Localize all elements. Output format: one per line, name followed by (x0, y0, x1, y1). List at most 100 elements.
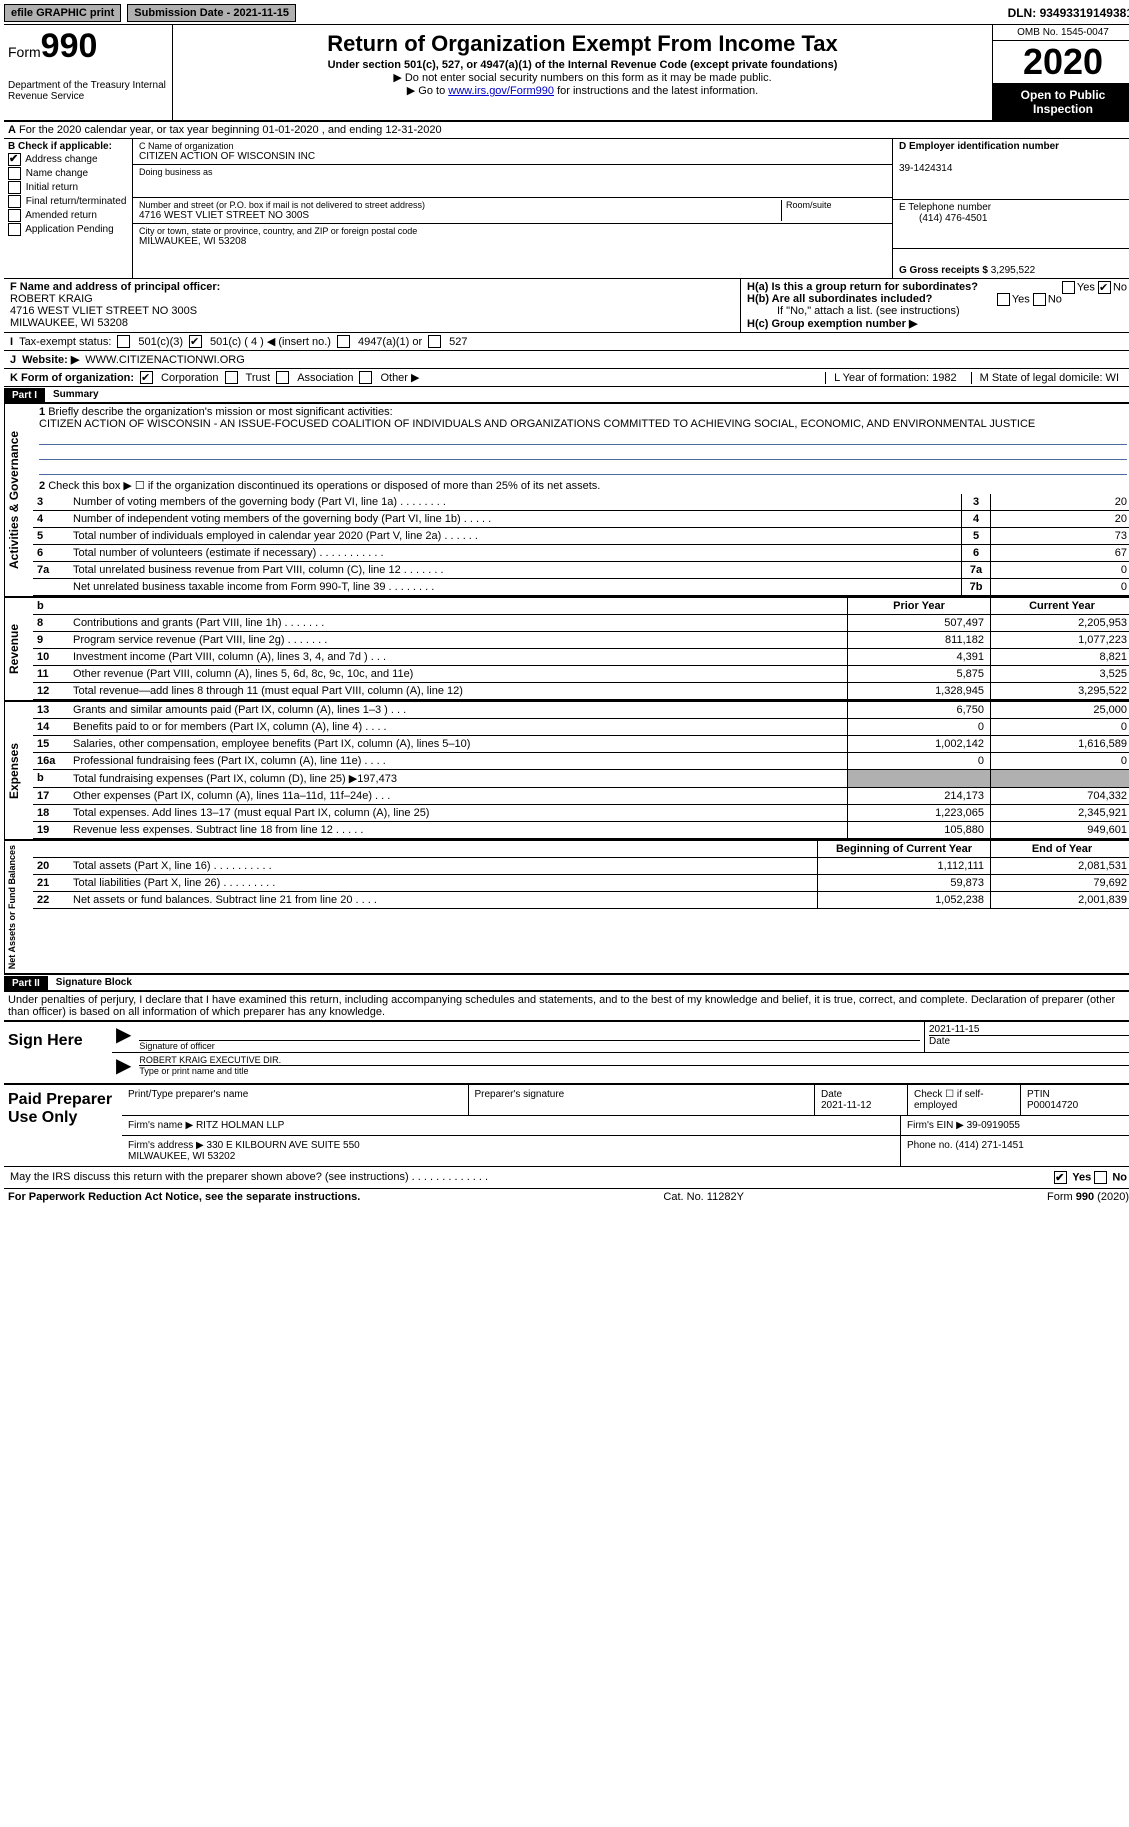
may-irs-row: May the IRS discuss this return with the… (4, 1166, 1129, 1188)
q1: 1 Briefly describe the organization's mi… (33, 404, 1129, 477)
line-desc: Total unrelated business revenue from Pa… (69, 562, 961, 578)
footer: For Paperwork Reduction Act Notice, see … (4, 1188, 1129, 1205)
sig-name: ROBERT KRAIG EXECUTIVE DIR. (139, 1055, 281, 1065)
line-desc: Total number of volunteers (estimate if … (69, 545, 961, 561)
firm-addr-box: Firm's address ▶ 330 E KILBOURN AVE SUIT… (122, 1136, 901, 1166)
chk-final[interactable] (8, 195, 21, 208)
room-lbl: Room/suite (786, 200, 886, 210)
section-governance: Activities & Governance 1 Briefly descri… (4, 404, 1129, 598)
org-name: CITIZEN ACTION OF WISCONSIN INC (139, 151, 886, 162)
exp-line: 19 Revenue less expenses. Subtract line … (33, 822, 1129, 839)
efile-button[interactable]: efile GRAPHIC print (4, 4, 121, 22)
line-num: 9 (33, 632, 69, 648)
line-box: 4 (961, 511, 990, 527)
line-desc: Number of independent voting members of … (69, 511, 961, 527)
gov-line: 6 Total number of volunteers (estimate i… (33, 545, 1129, 562)
may-yes[interactable] (1054, 1171, 1067, 1184)
k-corp[interactable] (140, 371, 153, 384)
net-line: 20 Total assets (Part X, line 16) . . . … (33, 858, 1129, 875)
part-ii-decl: Under penalties of perjury, I declare th… (4, 992, 1129, 1020)
net-content: Beginning of Current Year End of Year 20… (33, 841, 1129, 973)
curr-val: 3,295,522 (990, 683, 1129, 699)
k-other[interactable] (359, 371, 372, 384)
chk-name-change[interactable] (8, 167, 21, 180)
phone-box: Phone no. (414) 271-1451 (901, 1136, 1129, 1166)
line-num: 19 (33, 822, 69, 838)
rev-header: b Prior Year Current Year (33, 598, 1129, 615)
line-num: 15 (33, 736, 69, 752)
line-val: 67 (990, 545, 1129, 561)
i-opt-0: 501(c)(3) (138, 336, 183, 348)
footer-mid: Cat. No. 11282Y (360, 1191, 1047, 1203)
line-box: 5 (961, 528, 990, 544)
l-year: L Year of formation: 1982 (825, 372, 965, 384)
prep-row-3: Firm's address ▶ 330 E KILBOURN AVE SUIT… (122, 1136, 1129, 1166)
k-opt-2: Association (297, 372, 353, 384)
prior-val: 1,223,065 (847, 805, 990, 821)
exp-line: 15 Salaries, other compensation, employe… (33, 736, 1129, 753)
col-f: F Name and address of principal officer:… (4, 279, 741, 332)
net-line: 22 Net assets or fund balances. Subtract… (33, 892, 1129, 909)
chk-initial[interactable] (8, 181, 21, 194)
k-assoc[interactable] (276, 371, 289, 384)
i-opt-2: 4947(a)(1) or (358, 336, 422, 348)
gov-line: 3 Number of voting members of the govern… (33, 494, 1129, 511)
curr-val: 0 (990, 719, 1129, 735)
part-i-label: Part I (4, 388, 45, 403)
line-desc: Total number of individuals employed in … (69, 528, 961, 544)
k-trust[interactable] (225, 371, 238, 384)
opt-name: Name change (26, 168, 88, 179)
row-f-h: F Name and address of principal officer:… (4, 279, 1129, 333)
tel-box: E Telephone number (414) 476-4501 (893, 200, 1129, 249)
h-c: H(c) Group exemption number ▶ (747, 318, 917, 330)
street-box: Number and street (or P.O. box if mail i… (133, 198, 892, 224)
row-i: I Tax-exempt status: 501(c)(3) 501(c) ( … (4, 333, 1129, 351)
beg-val: 59,873 (817, 875, 990, 891)
beg-val: 1,052,238 (817, 892, 990, 908)
mission: CITIZEN ACTION OF WISCONSIN - AN ISSUE-F… (39, 418, 1035, 430)
gross-val: 3,295,522 (991, 265, 1036, 276)
street-lbl: Number and street (or P.O. box if mail i… (139, 200, 781, 210)
rev-line: 9 Program service revenue (Part VIII, li… (33, 632, 1129, 649)
chk-address-change[interactable] (8, 153, 21, 166)
firm-ein-lbl: Firm's EIN ▶ (907, 1120, 967, 1131)
ha-yes[interactable] (1062, 281, 1075, 294)
line-desc: Salaries, other compensation, employee b… (69, 736, 847, 752)
prior-val: 507,497 (847, 615, 990, 631)
beg-val: 1,112,111 (817, 858, 990, 874)
i-501c3[interactable] (117, 335, 130, 348)
header-mid: Return of Organization Exempt From Incom… (173, 25, 992, 120)
m-state: M State of legal domicile: WI (971, 372, 1127, 384)
note2-post: for instructions and the latest informat… (554, 85, 758, 97)
chk-pending[interactable] (8, 223, 21, 236)
may-no[interactable] (1094, 1171, 1107, 1184)
ein-val: 39-1424314 (899, 163, 952, 174)
line-desc: Total fundraising expenses (Part IX, col… (69, 770, 847, 787)
line-desc: Total assets (Part X, line 16) . . . . .… (69, 858, 817, 874)
prior-val: 811,182 (847, 632, 990, 648)
line-desc: Total expenses. Add lines 13–17 (must eq… (69, 805, 847, 821)
city-val: MILWAUKEE, WI 53208 (139, 236, 886, 247)
irs-link[interactable]: www.irs.gov/Form990 (448, 85, 554, 97)
line-num: 5 (33, 528, 69, 544)
line-desc: Investment income (Part VIII, column (A)… (69, 649, 847, 665)
firm-name-lbl: Firm's name ▶ (128, 1120, 196, 1131)
arrow-icon-1: ▶ (112, 1022, 135, 1052)
note2-pre: ▶ Go to (407, 85, 448, 97)
chk-amended[interactable] (8, 209, 21, 222)
rev-hdr-b: b (33, 598, 69, 614)
submission-button[interactable]: Submission Date - 2021-11-15 (127, 4, 296, 22)
footer-right: Form 990 (2020) (1047, 1191, 1129, 1203)
ha-no-lbl: No (1113, 281, 1127, 293)
i-501c[interactable] (189, 335, 202, 348)
h-b-note: If "No," attach a list. (see instruction… (747, 305, 1127, 317)
ha-no[interactable] (1098, 281, 1111, 294)
line-num: 11 (33, 666, 69, 682)
i-4947[interactable] (337, 335, 350, 348)
i-527[interactable] (428, 335, 441, 348)
line-desc: Number of voting members of the governin… (69, 494, 961, 510)
hb-no[interactable] (1033, 293, 1046, 306)
hb-yes[interactable] (997, 293, 1010, 306)
may-no-lbl: No (1112, 1172, 1127, 1184)
sig-date-box: 2021-11-15 Date (924, 1022, 1129, 1052)
